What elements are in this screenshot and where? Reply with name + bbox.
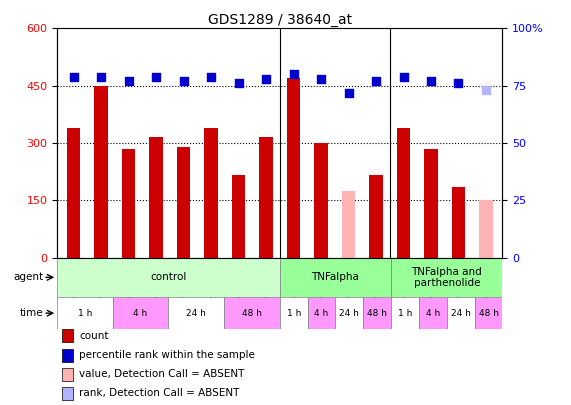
FancyBboxPatch shape bbox=[280, 258, 391, 297]
Point bbox=[289, 71, 298, 77]
Point bbox=[399, 73, 408, 80]
Point bbox=[234, 80, 243, 87]
Point bbox=[454, 80, 463, 87]
FancyBboxPatch shape bbox=[308, 297, 336, 329]
Bar bbox=[369, 175, 383, 258]
FancyBboxPatch shape bbox=[280, 297, 308, 329]
Bar bbox=[62, 329, 73, 342]
FancyBboxPatch shape bbox=[419, 297, 447, 329]
Text: 1 h: 1 h bbox=[78, 309, 92, 318]
Point bbox=[124, 78, 133, 84]
Text: 1 h: 1 h bbox=[398, 309, 412, 318]
Text: agent: agent bbox=[13, 272, 43, 282]
FancyBboxPatch shape bbox=[475, 297, 502, 329]
Bar bbox=[341, 191, 355, 258]
Text: count: count bbox=[79, 331, 109, 341]
Text: TNFalpha: TNFalpha bbox=[312, 272, 359, 282]
FancyBboxPatch shape bbox=[447, 297, 475, 329]
Text: percentile rank within the sample: percentile rank within the sample bbox=[79, 350, 255, 360]
Bar bbox=[149, 137, 163, 258]
Bar bbox=[314, 143, 328, 258]
Bar bbox=[122, 149, 135, 258]
Bar bbox=[287, 78, 300, 258]
Bar bbox=[479, 200, 493, 258]
Bar bbox=[259, 137, 273, 258]
Bar bbox=[424, 149, 438, 258]
Bar bbox=[67, 128, 81, 258]
FancyBboxPatch shape bbox=[391, 297, 419, 329]
Bar bbox=[452, 187, 465, 258]
FancyBboxPatch shape bbox=[363, 297, 391, 329]
Text: 4 h: 4 h bbox=[134, 309, 148, 318]
Text: 48 h: 48 h bbox=[242, 309, 262, 318]
Bar bbox=[204, 128, 218, 258]
Text: value, Detection Call = ABSENT: value, Detection Call = ABSENT bbox=[79, 369, 245, 379]
Point bbox=[344, 90, 353, 96]
FancyBboxPatch shape bbox=[168, 297, 224, 329]
FancyBboxPatch shape bbox=[391, 258, 502, 297]
Text: rank, Detection Call = ABSENT: rank, Detection Call = ABSENT bbox=[79, 388, 240, 398]
Point bbox=[96, 73, 106, 80]
Point bbox=[372, 78, 381, 84]
Bar bbox=[62, 387, 73, 399]
Point bbox=[151, 73, 160, 80]
Text: 4 h: 4 h bbox=[315, 309, 329, 318]
Bar bbox=[94, 86, 108, 258]
Text: time: time bbox=[19, 308, 43, 318]
Bar bbox=[176, 147, 191, 258]
Bar bbox=[232, 175, 246, 258]
Bar bbox=[62, 349, 73, 362]
Bar bbox=[62, 368, 73, 381]
FancyBboxPatch shape bbox=[113, 297, 168, 329]
FancyBboxPatch shape bbox=[57, 258, 280, 297]
FancyBboxPatch shape bbox=[57, 297, 113, 329]
Point bbox=[427, 78, 436, 84]
FancyBboxPatch shape bbox=[224, 297, 280, 329]
Text: TNFalpha and
parthenolide: TNFalpha and parthenolide bbox=[412, 266, 482, 288]
Point bbox=[316, 76, 325, 82]
Text: 48 h: 48 h bbox=[478, 309, 498, 318]
Text: 24 h: 24 h bbox=[339, 309, 359, 318]
FancyBboxPatch shape bbox=[336, 297, 363, 329]
Text: 24 h: 24 h bbox=[186, 309, 206, 318]
Text: 48 h: 48 h bbox=[367, 309, 387, 318]
Title: GDS1289 / 38640_at: GDS1289 / 38640_at bbox=[208, 13, 352, 27]
Point bbox=[262, 76, 271, 82]
Point bbox=[207, 73, 216, 80]
Point bbox=[481, 87, 490, 94]
Text: 4 h: 4 h bbox=[426, 309, 440, 318]
Text: 1 h: 1 h bbox=[287, 309, 301, 318]
Point bbox=[69, 73, 78, 80]
Text: 24 h: 24 h bbox=[451, 309, 471, 318]
Point bbox=[179, 78, 188, 84]
Bar bbox=[397, 128, 411, 258]
Text: control: control bbox=[150, 272, 187, 282]
